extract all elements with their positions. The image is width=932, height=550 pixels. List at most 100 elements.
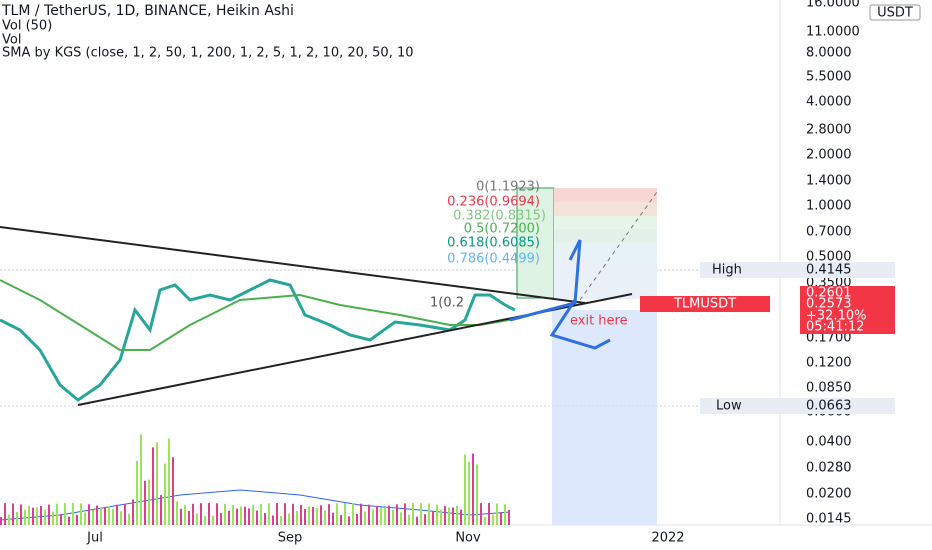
time-label: Jul [86, 531, 103, 546]
price-axis-label: 1.0000 [806, 199, 852, 214]
volume-bar [348, 516, 350, 525]
fib-label: 0(1.1923) [476, 180, 540, 195]
volume-bar [56, 503, 58, 525]
volume-bar [224, 503, 226, 525]
low-box [700, 398, 895, 414]
volume-bar [400, 512, 402, 525]
volume-bar [36, 507, 38, 525]
volume-bar [16, 512, 18, 525]
volume-bar [208, 503, 210, 525]
volume-bar [288, 513, 290, 525]
vol-label: Vol [2, 33, 21, 48]
volume-bar [300, 504, 302, 525]
volume-bar [64, 503, 66, 525]
price-axis-label: 0.7000 [806, 225, 852, 240]
volume-bar [168, 438, 170, 525]
volume-bar [76, 514, 78, 525]
volume-bar [320, 505, 322, 525]
high-box [700, 262, 895, 278]
volume-bar [248, 508, 250, 525]
fib-label: 1(0.2 [430, 296, 464, 311]
price-axis-label: 0.5000 [806, 250, 852, 265]
volume-bar [216, 503, 218, 525]
volume-bar [296, 511, 298, 525]
price: 0.2601 [806, 286, 852, 301]
indicator-label: SMA by KGS (close, 1, 2, 50, 1, 200, 1, … [2, 46, 414, 61]
volume-bar [364, 511, 366, 525]
volume-bar [180, 508, 182, 525]
short-zone [552, 310, 657, 525]
volume-bar [336, 503, 338, 525]
volume-bar [480, 503, 482, 525]
volume-bar [412, 503, 414, 525]
symbol-box [640, 296, 770, 312]
volume-bar [484, 516, 486, 525]
volume-bar [204, 515, 206, 525]
volume-bar [232, 505, 234, 525]
volume-bar [136, 460, 138, 525]
volume-bar [84, 512, 86, 525]
price-axis-label: 16.0000 [806, 0, 860, 11]
volume-bar [260, 504, 262, 525]
fib-box [516, 187, 555, 299]
price-axis-label: 2.8000 [806, 123, 852, 138]
volume-bar [228, 510, 230, 525]
volume-bar [8, 514, 10, 525]
volume-bar [440, 509, 442, 525]
volume-bar [164, 463, 166, 525]
volume-bar [140, 434, 142, 525]
price-axis-label: 0.0280 [806, 461, 852, 476]
volume-bar [212, 515, 214, 525]
volume-bar [444, 505, 446, 525]
volume-bar [476, 464, 478, 525]
change: +32.10% [806, 309, 866, 324]
volume-bar [284, 503, 286, 525]
volume-bar [80, 503, 82, 525]
volume-bar [188, 510, 190, 525]
volume-bar [488, 503, 490, 525]
volume-bar [460, 509, 462, 525]
fib-label: 0.236(0.9694) [447, 195, 540, 210]
volume-bar [280, 515, 282, 525]
volume-bar [432, 511, 434, 525]
volume-bar [132, 499, 134, 525]
volume-bar [416, 516, 418, 525]
volume-bar [96, 505, 98, 525]
volume-bar [220, 513, 222, 525]
volume-bar [456, 505, 458, 525]
volume-bar [404, 503, 406, 525]
volume-bar [124, 503, 126, 525]
volume-bar [356, 513, 358, 525]
volume-bar [388, 505, 390, 525]
volume-bar [264, 512, 266, 525]
time-label: Nov [455, 531, 481, 546]
countdown: 05:41:12 [806, 320, 864, 335]
volume-bar [148, 479, 150, 525]
volume-bar [292, 503, 294, 525]
volume-bar [340, 515, 342, 525]
volume-bar [312, 506, 314, 525]
volume-bar [256, 510, 258, 525]
arrow-up [509, 239, 582, 322]
price-axis-label: 0.1700 [806, 331, 852, 346]
unit-box [869, 4, 921, 21]
volume-bar [116, 504, 118, 525]
volume-bar [184, 504, 186, 525]
unit: USDT [877, 6, 913, 21]
volume-bar [384, 507, 386, 525]
price-box [800, 286, 895, 334]
price-axis-label: 8.0000 [806, 46, 852, 61]
volume-bar [200, 503, 202, 525]
projection [579, 191, 658, 301]
volume-bar [144, 480, 146, 525]
price-axis-label: 0.0145 [806, 512, 852, 527]
price-axis-label: 11.0000 [806, 25, 860, 40]
price-axis-label: 2.0000 [806, 148, 852, 163]
volume-bar [376, 506, 378, 525]
price-axis-label: 0.0400 [806, 435, 852, 450]
fib-label: 0.618(0.6085) [447, 236, 540, 251]
volume-bar [120, 511, 122, 525]
volume-bar [504, 504, 506, 525]
fib-label: 0.786(0.4499) [447, 252, 540, 267]
volume-bar [332, 512, 334, 525]
